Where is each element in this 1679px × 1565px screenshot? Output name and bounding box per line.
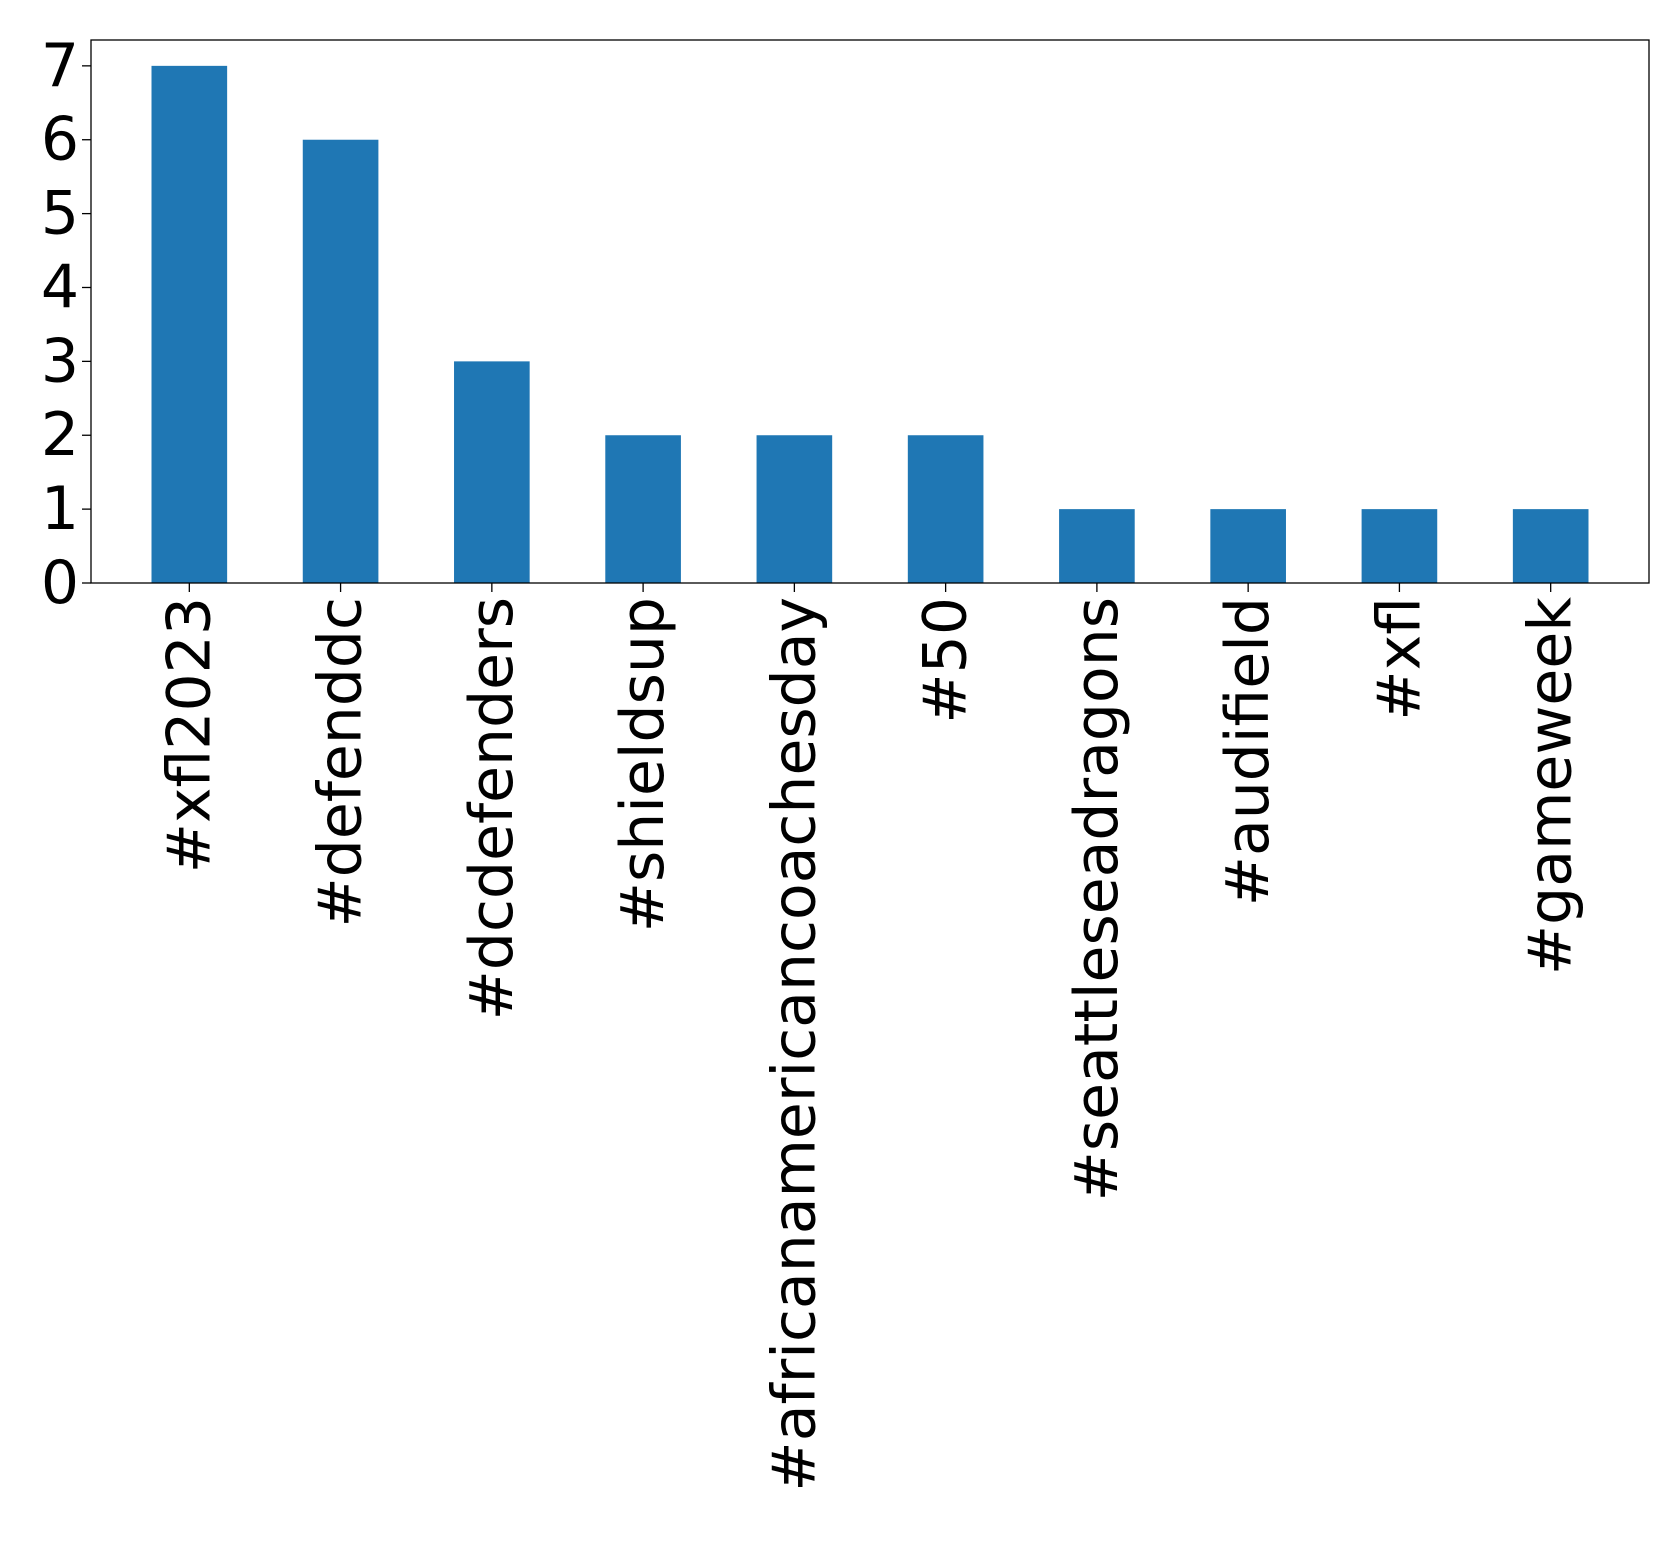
bar-5 [907, 435, 984, 583]
bar-1 [302, 139, 379, 584]
bar-7 [1210, 509, 1286, 583]
bar-9 [1512, 509, 1589, 583]
y-tick-label-0: 0 [41, 548, 79, 618]
x-tick-label-6: #seattleseadragons [1062, 597, 1132, 1201]
bar-3 [605, 435, 681, 583]
y-tick-label-5: 5 [41, 179, 79, 249]
bar-6 [1059, 509, 1135, 583]
y-tick-label-2: 2 [41, 400, 79, 470]
bars-group [151, 65, 1589, 584]
x-axis: #xfl2023 #defenddc #dcdefenders #shieldsup #… [154, 583, 1586, 1492]
y-tick-label-1: 1 [41, 474, 79, 544]
bar-2 [454, 361, 530, 583]
bar-8 [1361, 509, 1438, 583]
plot-frame [90, 39, 1650, 584]
x-tick-label-1: #defenddc [306, 597, 376, 928]
x-tick-label-5: #50 [911, 597, 981, 724]
y-tick-label-4: 4 [41, 252, 79, 322]
x-tick-label-9: #gameweek [1516, 597, 1586, 975]
x-tick-label-8: #xfl [1364, 597, 1434, 721]
x-tick-label-7: #audifield [1213, 597, 1283, 906]
bar-4 [756, 435, 833, 583]
y-tick-label-6: 6 [41, 105, 79, 175]
x-tick-label-4: #africanamericancoachesday [759, 597, 829, 1492]
x-tick-label-2: #dcdefenders [457, 597, 527, 1020]
y-tick-label-3: 3 [41, 326, 79, 396]
bar-0 [151, 65, 228, 584]
x-tick-label-3: #shieldsup [608, 597, 678, 932]
x-tick-label-0: #xfl2023 [154, 597, 224, 873]
y-tick-label-7: 7 [41, 31, 79, 101]
